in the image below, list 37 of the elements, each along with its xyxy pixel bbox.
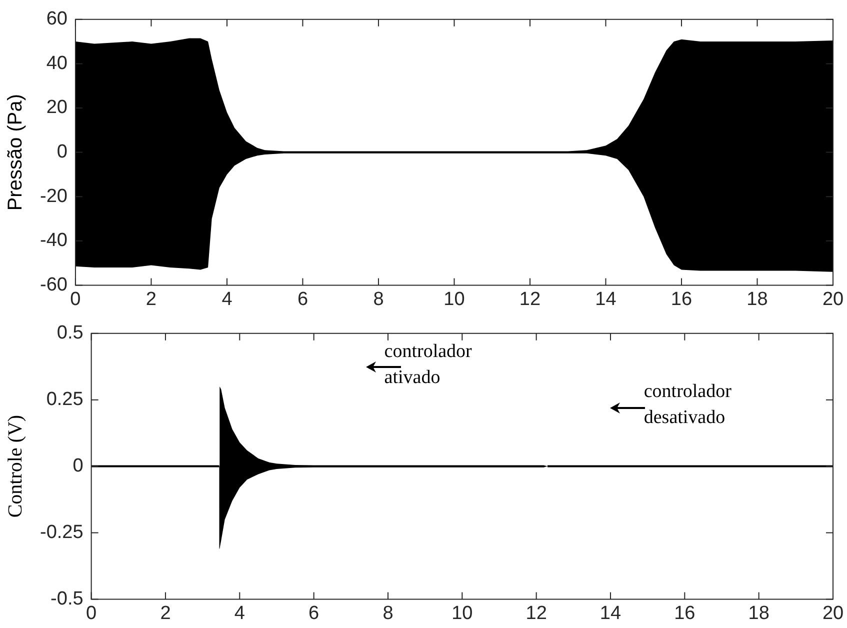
x-tick-label: 6 bbox=[297, 288, 308, 310]
y-tick-label: 0.5 bbox=[56, 322, 84, 344]
annotation: controlador ativado bbox=[384, 340, 473, 388]
x-tick-label: 14 bbox=[595, 288, 617, 310]
y-tick-label: 0 bbox=[72, 456, 84, 477]
x-tick-label: 20 bbox=[822, 288, 844, 310]
y-tick-label: 20 bbox=[46, 97, 68, 118]
x-tick-label: 20 bbox=[822, 602, 844, 624]
y-tick-label: -20 bbox=[40, 186, 68, 207]
y-axis-title: Controle (V) bbox=[4, 414, 26, 518]
y-tick-label: -0.25 bbox=[40, 522, 84, 543]
x-tick-label: 10 bbox=[444, 288, 465, 310]
annotation: controlador desativado bbox=[644, 380, 732, 428]
x-tick-label: 12 bbox=[526, 602, 547, 624]
x-tick-label: 4 bbox=[222, 288, 233, 310]
x-tick-label: 2 bbox=[160, 602, 171, 624]
x-tick-label: 2 bbox=[146, 288, 157, 310]
y-tick-label: 0 bbox=[56, 142, 68, 163]
x-tick-label: 8 bbox=[382, 602, 394, 624]
y-tick-label: 0.25 bbox=[46, 389, 84, 410]
x-tick-label: 8 bbox=[373, 288, 384, 310]
y-tick-label: 40 bbox=[46, 52, 68, 74]
x-tick-label: 0 bbox=[86, 602, 97, 624]
x-tick-label: 16 bbox=[670, 288, 692, 310]
x-tick-label: 10 bbox=[452, 602, 473, 624]
y-tick-label: -60 bbox=[40, 274, 68, 296]
x-tick-label: 18 bbox=[748, 602, 770, 624]
x-tick-label: 14 bbox=[600, 602, 622, 624]
x-tick-label: 18 bbox=[746, 288, 768, 310]
x-tick-label: 16 bbox=[674, 602, 696, 624]
y-tick-label: -0.5 bbox=[50, 588, 84, 610]
x-tick-label: 6 bbox=[308, 602, 320, 624]
y-tick-label: 60 bbox=[46, 8, 68, 30]
y-axis-title: Pressão (Pa) bbox=[4, 94, 27, 211]
x-tick-label: 4 bbox=[234, 602, 246, 624]
y-tick-label: -40 bbox=[40, 230, 68, 252]
x-tick-label: 12 bbox=[519, 288, 541, 310]
